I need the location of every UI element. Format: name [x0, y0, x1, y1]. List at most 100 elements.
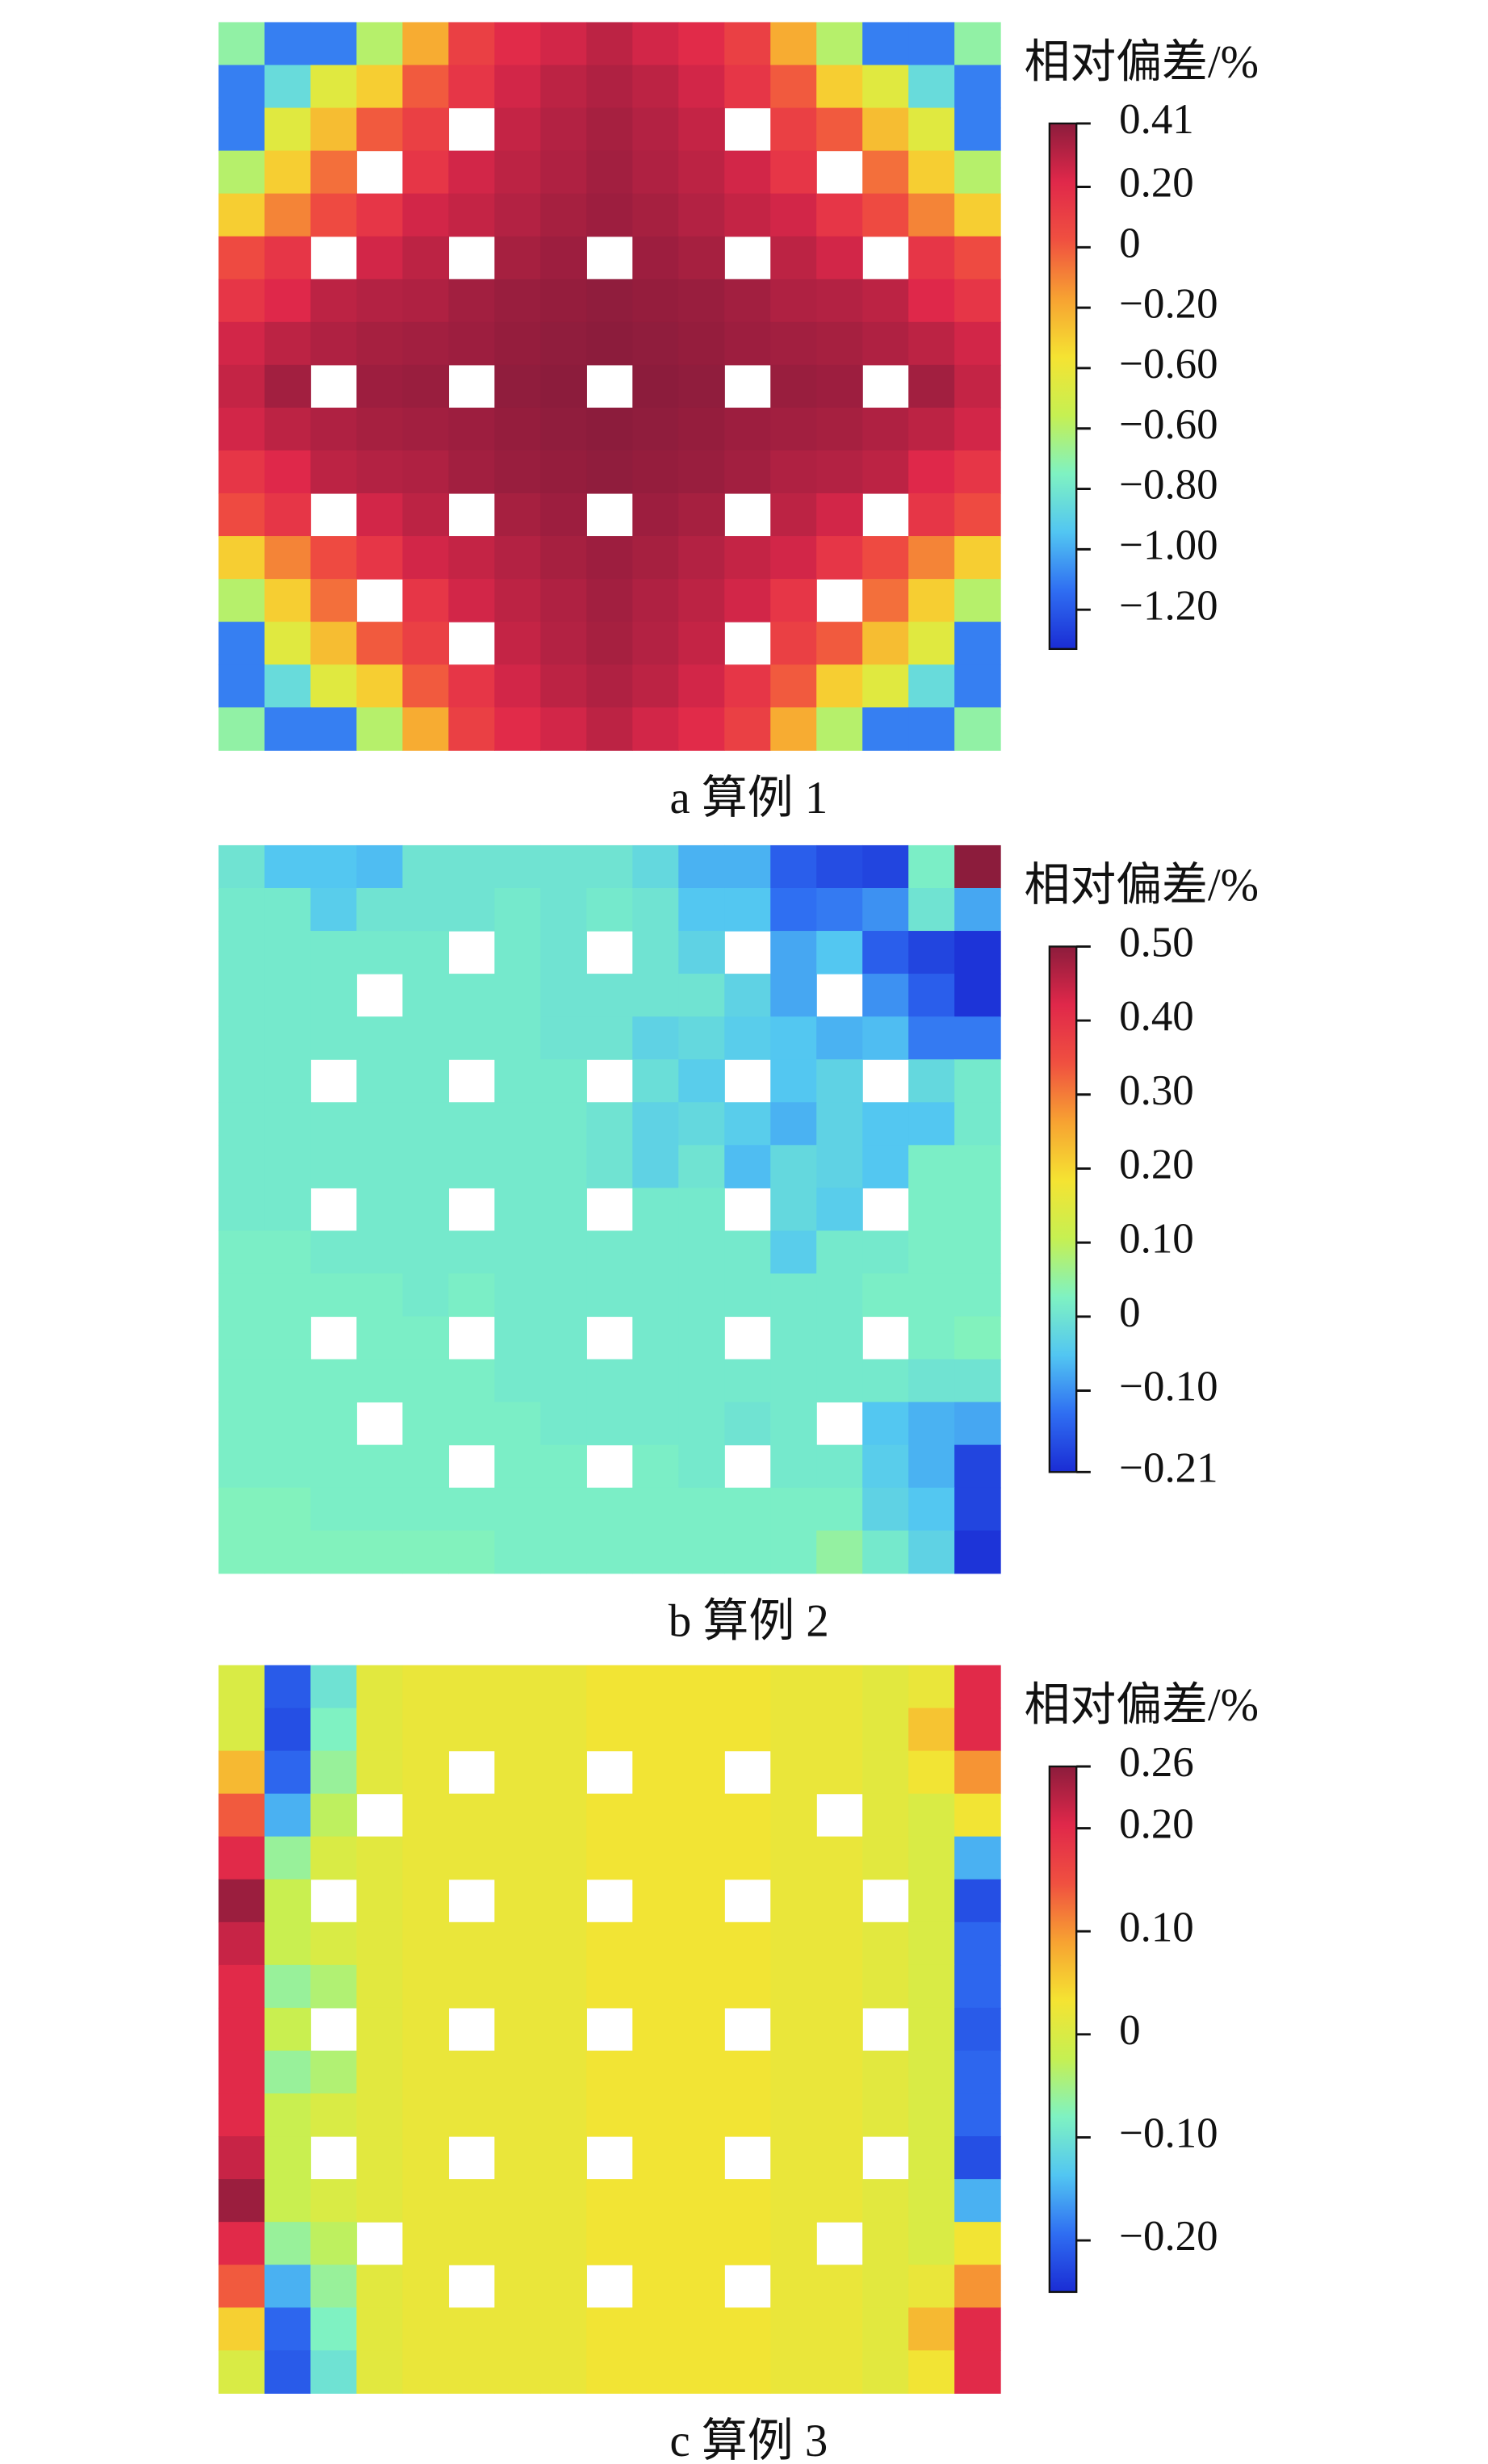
heat-cell — [540, 1921, 587, 1966]
heat-cell — [632, 974, 679, 1017]
heat-cell — [816, 1530, 863, 1574]
heat-cell — [954, 2265, 1001, 2308]
heat-cell — [264, 2265, 312, 2308]
heat-cell — [770, 1487, 817, 1532]
heat-cell — [494, 2265, 541, 2308]
heat-cell — [678, 1665, 725, 1709]
heat-cell — [678, 65, 725, 109]
heat-cell — [264, 22, 312, 66]
heat-cell — [448, 1708, 496, 1752]
heat-cell — [356, 1964, 404, 2009]
heat-cell — [218, 2007, 266, 2051]
colorbar — [1048, 945, 1078, 1473]
heat-cell — [356, 407, 404, 451]
heat-cell — [770, 579, 817, 622]
heat-cell — [402, 1444, 450, 1489]
heat-cell — [494, 65, 541, 109]
heat-cell — [218, 1273, 266, 1318]
heat-cell — [356, 931, 404, 974]
heat-cell — [264, 2307, 312, 2351]
heat-cell — [816, 1879, 863, 1923]
heat-cell — [540, 844, 587, 889]
heat-cell — [908, 579, 955, 622]
heat-cell — [218, 579, 266, 622]
heat-cell — [954, 536, 1001, 580]
heat-cell — [586, 2307, 633, 2351]
heat-cell — [678, 2179, 725, 2223]
heat-cell — [402, 579, 450, 622]
heat-cell — [356, 1921, 404, 1966]
heat-cell — [954, 1359, 1001, 1403]
heat-cell — [218, 407, 266, 451]
heat-cell — [494, 2007, 541, 2051]
heat-cell — [816, 931, 863, 974]
heat-cell — [494, 1444, 541, 1489]
heat-cell — [770, 364, 817, 409]
heat-cell — [540, 364, 587, 409]
heat-cell — [678, 2222, 725, 2265]
heat-cell — [632, 1879, 679, 1923]
colorbar-tick-label: −0.10 — [1119, 2110, 1218, 2157]
heat-cell — [264, 1402, 312, 1446]
heat-cell — [632, 2136, 679, 2180]
heat-cell — [448, 536, 496, 580]
heat-cell — [264, 2179, 312, 2223]
heat-cell — [816, 1273, 863, 1318]
heat-cell — [540, 1750, 587, 1795]
heat-cell — [954, 2093, 1001, 2137]
heat-cell — [816, 1016, 863, 1060]
heat-cell — [402, 279, 450, 323]
heat-cell — [908, 1836, 955, 1880]
heat-cell — [678, 450, 725, 494]
heat-cell — [540, 2265, 587, 2308]
heat-cell — [954, 279, 1001, 323]
heat-cell — [494, 150, 541, 195]
heat-cell — [540, 974, 587, 1017]
heat-cell — [816, 493, 863, 537]
heat-cell — [632, 1188, 679, 1231]
heat-cell — [770, 931, 817, 974]
heat-cell — [448, 2179, 496, 2223]
heat-cell — [908, 931, 955, 974]
heat-cell — [264, 2093, 312, 2137]
heat-cell — [264, 1188, 312, 1231]
heat-cell — [540, 2179, 587, 2223]
heat-cell — [586, 1793, 633, 1838]
heat-cell — [954, 22, 1001, 66]
heat-cell — [816, 407, 863, 451]
colorbar-tick-label: 0.50 — [1119, 920, 1194, 966]
colorbar-tick-label: −0.80 — [1119, 462, 1218, 509]
heat-cell — [264, 579, 312, 622]
caption: a 算例 1 — [669, 773, 828, 823]
heat-cell — [724, 1487, 771, 1532]
colorbar-tick-label: −1.20 — [1119, 582, 1218, 629]
heat-cell — [586, 1230, 633, 1275]
heat-cell — [402, 622, 450, 665]
heat-cell — [356, 887, 404, 932]
heat-cell — [586, 193, 633, 237]
heat-cell — [540, 887, 587, 932]
heat-cell — [402, 1016, 450, 1060]
heat-cell — [540, 1444, 587, 1489]
heat-cell — [862, 2179, 909, 2223]
heat-cell — [816, 236, 863, 280]
heat-cell — [770, 1016, 817, 1060]
heat-cell — [862, 1102, 909, 1146]
heat-cell — [908, 2265, 955, 2308]
heat-cell — [448, 2350, 496, 2394]
heat-cell — [494, 664, 541, 708]
heat-cell — [494, 887, 541, 932]
heat-cell — [218, 1316, 266, 1360]
heat-cell — [724, 321, 771, 366]
heat-cell — [770, 707, 817, 751]
heat-cell — [678, 1793, 725, 1838]
heat-cell — [540, 1188, 587, 1231]
heat-cell — [310, 887, 358, 932]
heat-cell — [402, 536, 450, 580]
heat-cell — [954, 321, 1001, 366]
heat-cell — [954, 1316, 1001, 1360]
heat-cell — [310, 1530, 358, 1574]
heat-cell — [908, 2350, 955, 2394]
heat-cell — [310, 974, 358, 1017]
heat-cell — [954, 1750, 1001, 1795]
